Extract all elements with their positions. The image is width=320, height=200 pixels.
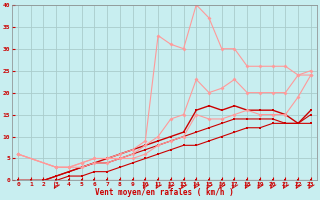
X-axis label: Vent moyen/en rafales ( km/h ): Vent moyen/en rafales ( km/h ) bbox=[95, 188, 234, 197]
